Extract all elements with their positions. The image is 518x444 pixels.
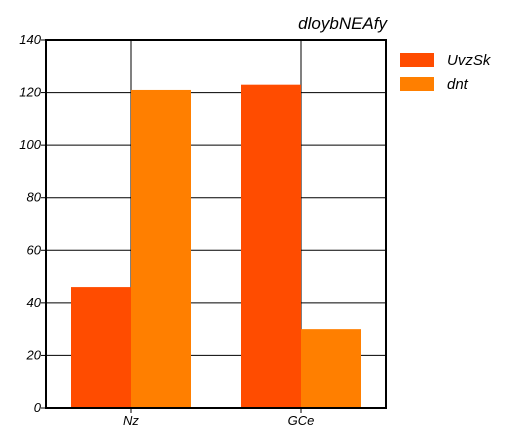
bars: [71, 84, 361, 408]
bar-UvzSk-Nz: [71, 287, 131, 408]
legend: UvzSk dnt: [400, 52, 492, 93]
bar-UvzSk-GCe: [241, 84, 301, 408]
plot-frame: [45, 39, 387, 409]
y-tick-label: 20: [26, 347, 42, 362]
y-tick-label: 120: [19, 85, 41, 100]
y-tick-label: 80: [27, 190, 42, 205]
y-tick-label: 40: [27, 295, 42, 310]
x-axis: Nz GCe: [123, 408, 314, 428]
legend-label: dnt: [447, 76, 469, 93]
bar-dnt-GCe: [301, 329, 361, 408]
x-tick-label: Nz: [123, 413, 139, 428]
y-axis: 0 20 40 60 80 100 120 140: [19, 32, 46, 415]
x-tick-label: GCe: [288, 413, 315, 428]
y-tick-label: 60: [27, 242, 42, 257]
y-tick-label: 0: [34, 400, 42, 415]
bar-dnt-Nz: [131, 89, 191, 408]
legend-label: UvzSk: [447, 52, 492, 69]
y-tick-label: 100: [19, 137, 41, 152]
y-tick-label: 140: [19, 32, 41, 47]
chart-title: dloybNEAfy: [298, 14, 388, 33]
legend-swatch: [400, 53, 434, 67]
legend-swatch: [400, 77, 434, 91]
